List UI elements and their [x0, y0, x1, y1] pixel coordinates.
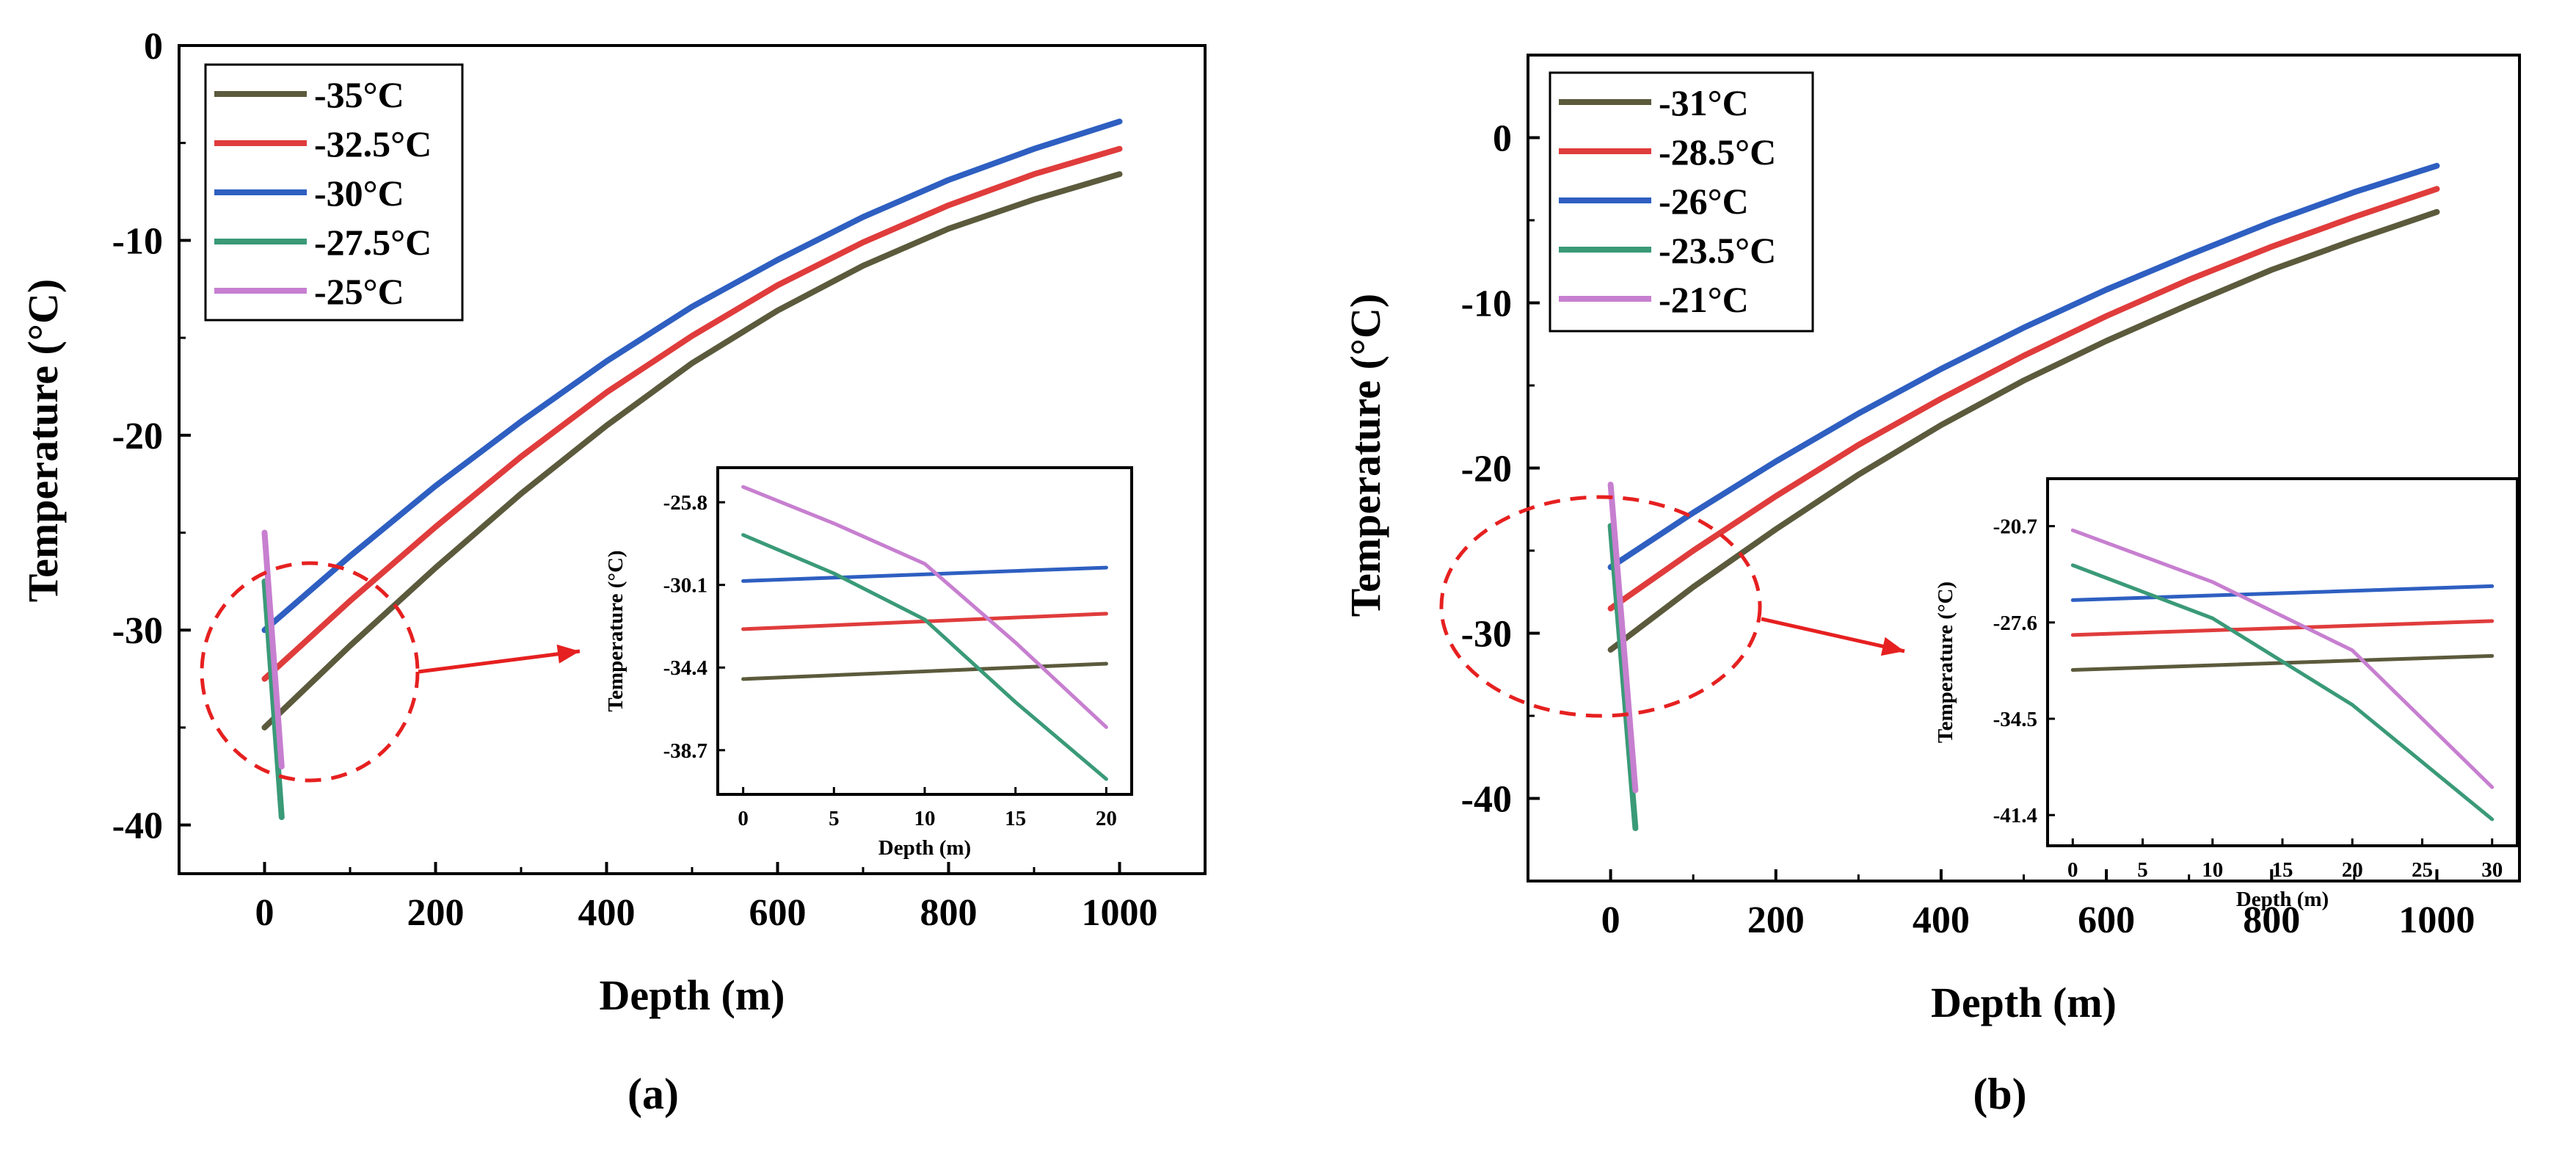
inset-x-tick-label: 5 — [2137, 858, 2148, 882]
inset-series-line-0 — [741, 662, 1108, 681]
callout-arrow-head — [1880, 637, 1904, 656]
legend-label-1: -28.5°C — [1659, 131, 1776, 173]
x-tick-label: 400 — [1913, 899, 1970, 941]
inset-series-line-1 — [2070, 619, 2495, 637]
y-tick-label: -30 — [1461, 614, 1512, 656]
x-tick-label: 0 — [1601, 899, 1620, 941]
inset-x-tick-label: 0 — [738, 807, 749, 830]
y-tick-label: -20 — [1461, 449, 1512, 490]
legend: -35°C -32.5°C -30°C -27.5°C -25°C — [204, 63, 464, 322]
legend-label-3: -27.5°C — [314, 222, 432, 263]
inset-series-line-4 — [2070, 528, 2495, 789]
main-series-line-2 — [261, 118, 1123, 634]
y-tick-label: -10 — [1461, 283, 1512, 325]
panel-label: (a) — [627, 1070, 679, 1118]
main-series-line-1 — [1607, 186, 2440, 612]
x-tick-label: 0 — [255, 892, 274, 934]
y-tick-label: -40 — [1461, 779, 1512, 821]
x-tick-label: 800 — [920, 892, 978, 934]
inset-y-tick-label: -34.4 — [663, 656, 707, 680]
x-axis-title: Depth (m) — [600, 971, 785, 1019]
inset-y-tick-label: -20.7 — [1993, 515, 2037, 539]
legend-label-0: -35°C — [314, 74, 404, 115]
inset-background — [718, 468, 1132, 794]
inset-y-tick-label: -25.8 — [663, 491, 707, 515]
inset-x-tick-label: 10 — [2202, 858, 2223, 882]
inset-y-axis-title: Temperature (°C) — [604, 550, 627, 711]
inset-y-tick-label: -38.7 — [663, 739, 707, 763]
inset-x-tick-label: 15 — [2272, 858, 2293, 882]
inset-chart: 0 5 10 15 20 -25.8 -30.1 -34.4 -38.7 Depth (m) Tem… — [604, 466, 1133, 860]
y-tick-label: 0 — [1493, 118, 1512, 160]
inset-series-line-2 — [2070, 584, 2495, 602]
y-tick-label: -20 — [112, 416, 163, 457]
legend-label-1: -32.5°C — [314, 123, 432, 164]
legend-label-3: -23.5°C — [1659, 230, 1776, 271]
inset-series-line-4 — [741, 485, 1108, 729]
x-tick-label: 200 — [407, 892, 465, 934]
inset-x-tick-label: 20 — [1096, 807, 1117, 830]
main-series-line-3 — [261, 578, 285, 820]
x-axis-title: Depth (m) — [1931, 979, 2117, 1026]
x-tick-label: 1000 — [2398, 899, 2475, 941]
main-series-line-4 — [261, 529, 285, 769]
inset-series-line-3 — [741, 533, 1108, 781]
y-tick-label: -30 — [112, 610, 163, 652]
highlight-circle — [200, 561, 420, 783]
highlight-circle — [1439, 495, 1762, 718]
x-tick-label: 600 — [2078, 899, 2135, 941]
x-tick-label: 600 — [749, 892, 807, 934]
main-series-line-1 — [261, 145, 1123, 682]
x-tick-label: 1000 — [1082, 892, 1158, 934]
inset-x-tick-label: 20 — [2342, 858, 2363, 882]
y-tick-label: -10 — [112, 220, 163, 262]
callout-arrow-line — [1761, 617, 1905, 653]
y-tick-label: -40 — [112, 805, 163, 847]
x-tick-label: 400 — [578, 892, 636, 934]
inset-x-tick-label: 5 — [829, 807, 840, 830]
inset-x-tick-label: 10 — [914, 807, 936, 830]
inset-x-tick-label: 30 — [2481, 858, 2503, 882]
inset-x-tick-label: 25 — [2412, 858, 2433, 882]
legend-label-2: -26°C — [1659, 181, 1749, 222]
main-series-line-0 — [261, 171, 1123, 731]
legend-label-2: -30°C — [314, 173, 404, 214]
inset-y-tick-label: -34.5 — [1993, 708, 2037, 731]
legend: -31°C -28.5°C -26°C -23.5°C -21°C — [1549, 71, 1814, 333]
inset-series-line-3 — [2070, 563, 2495, 822]
inset-x-tick-label: 0 — [2067, 858, 2078, 882]
legend-label-4: -25°C — [314, 271, 404, 312]
main-series-line-2 — [1607, 162, 2440, 570]
x-tick-label: 800 — [2243, 899, 2300, 941]
callout-arrow-head — [556, 644, 580, 664]
inset-y-tick-label: -41.4 — [1993, 804, 2037, 827]
main-series-line-4 — [1607, 482, 1639, 794]
inset-x-axis-title: Depth (m) — [878, 836, 971, 860]
inset-chart: 0 5 10 15 20 25 30 -20.7 -27.6 -34.5 -41.4 Depth (m… — [1934, 477, 2519, 911]
y-tick-label: 0 — [144, 26, 163, 68]
y-axis-title: Temperature (°C) — [1342, 294, 1389, 617]
inset-y-tick-label: -30.1 — [663, 574, 707, 598]
inset-x-tick-label: 15 — [1005, 807, 1026, 830]
panel-label: (b) — [1973, 1070, 2026, 1118]
y-axis-title: Temperature (°C) — [19, 279, 67, 602]
inset-series-line-2 — [741, 565, 1108, 583]
inset-y-axis-title: Temperature (°C) — [1934, 581, 1957, 743]
x-tick-label: 200 — [1747, 899, 1805, 941]
legend-label-0: -31°C — [1659, 82, 1749, 123]
main-series-line-3 — [1607, 523, 1639, 831]
callout-arrow-line — [418, 649, 581, 674]
inset-y-tick-label: -27.6 — [1993, 612, 2037, 635]
main-series-line-0 — [1607, 209, 2440, 653]
inset-x-axis-title: Depth (m) — [2236, 888, 2329, 911]
legend-label-4: -21°C — [1659, 279, 1749, 320]
